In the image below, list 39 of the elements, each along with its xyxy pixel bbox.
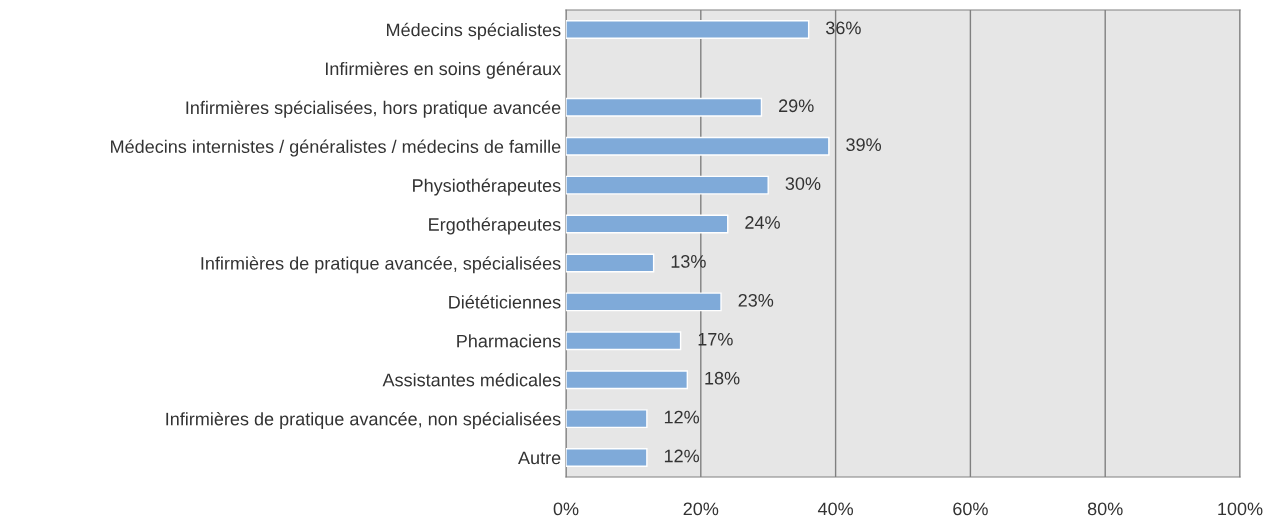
y-tick-label: Infirmières spécialisées, hors pratique avancée bbox=[186, 100, 561, 118]
x-tick-label: 60% bbox=[953, 502, 988, 516]
bar bbox=[566, 175, 769, 195]
y-tick-label: Infirmières en soins généraux bbox=[325, 61, 561, 79]
bar bbox=[566, 253, 655, 273]
x-tick-label: 80% bbox=[1087, 502, 1123, 516]
y-tick-label: Infirmières de pratique avancée, spécialisées bbox=[201, 256, 561, 274]
bar bbox=[566, 214, 729, 234]
data-label: 23% bbox=[738, 293, 774, 307]
bar bbox=[566, 20, 810, 39]
data-label: 30% bbox=[785, 177, 821, 190]
x-tick-label: 0% bbox=[553, 502, 579, 516]
data-label: 12% bbox=[664, 449, 700, 463]
data-label: 17% bbox=[698, 332, 733, 346]
y-tick-label: Médecins spécialistes bbox=[387, 22, 561, 40]
y-tick-label: Autre bbox=[518, 451, 561, 465]
data-label: 13% bbox=[671, 255, 706, 268]
bar bbox=[566, 370, 689, 390]
y-tick-label: Assistantes médicales bbox=[382, 372, 561, 387]
y-tick-label: Physiothérapeutes bbox=[413, 178, 561, 196]
data-label: 24% bbox=[745, 216, 780, 229]
bar bbox=[566, 292, 722, 312]
x-tick-label: 40% bbox=[817, 502, 854, 516]
bar bbox=[566, 136, 830, 156]
y-tick-label: Infirmières de pratique avancée, non spécialisées bbox=[166, 411, 561, 430]
y-tick-label: Médecins internistes / généralistes / médecins de famille bbox=[111, 139, 561, 157]
bar bbox=[566, 409, 648, 429]
data-label: 18% bbox=[705, 371, 740, 385]
y-tick-label: Diététiciennes bbox=[449, 295, 561, 309]
x-tick-label: 20% bbox=[683, 502, 719, 516]
bar bbox=[566, 448, 648, 467]
bar bbox=[566, 97, 763, 117]
y-tick-label: Pharmaciens bbox=[457, 334, 561, 348]
bar bbox=[566, 331, 682, 351]
data-label: 39% bbox=[846, 138, 882, 152]
data-label: 12% bbox=[664, 410, 700, 424]
x-tick-label: 100% bbox=[1218, 502, 1263, 516]
y-tick-label: Ergothérapeutes bbox=[429, 217, 561, 235]
data-label: 29% bbox=[779, 99, 814, 113]
